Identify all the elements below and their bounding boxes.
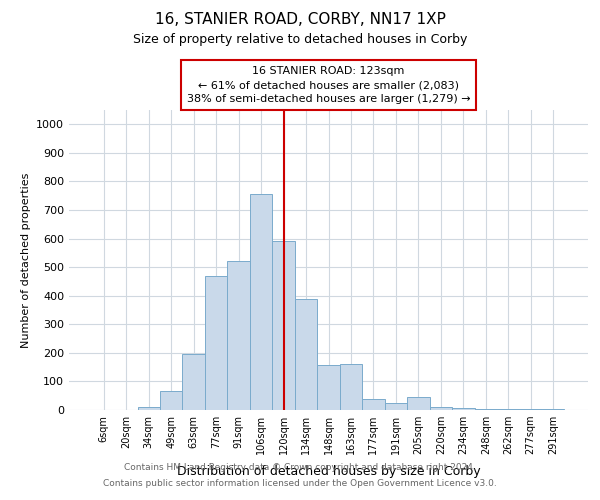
Bar	[250, 194, 272, 410]
Bar	[362, 398, 385, 410]
Bar	[295, 298, 317, 410]
Bar	[430, 407, 452, 410]
Bar	[340, 364, 362, 410]
Bar	[272, 242, 295, 410]
Text: 16 STANIER ROAD: 123sqm
← 61% of detached houses are smaller (2,083)
38% of semi: 16 STANIER ROAD: 123sqm ← 61% of detache…	[187, 66, 470, 104]
Bar	[160, 392, 182, 410]
Bar	[497, 408, 520, 410]
Bar	[205, 276, 227, 410]
Text: Contains public sector information licensed under the Open Government Licence v3: Contains public sector information licen…	[103, 478, 497, 488]
Bar	[475, 408, 497, 410]
Bar	[385, 403, 407, 410]
Bar	[317, 365, 340, 410]
Text: 16, STANIER ROAD, CORBY, NN17 1XP: 16, STANIER ROAD, CORBY, NN17 1XP	[155, 12, 445, 28]
Bar	[542, 408, 565, 410]
Text: Contains HM Land Registry data © Crown copyright and database right 2024.: Contains HM Land Registry data © Crown c…	[124, 464, 476, 472]
Bar	[137, 407, 160, 410]
X-axis label: Distribution of detached houses by size in Corby: Distribution of detached houses by size …	[176, 466, 481, 478]
Bar	[520, 408, 542, 410]
Text: Size of property relative to detached houses in Corby: Size of property relative to detached ho…	[133, 32, 467, 46]
Bar	[407, 397, 430, 410]
Bar	[452, 408, 475, 410]
Bar	[182, 354, 205, 410]
Y-axis label: Number of detached properties: Number of detached properties	[20, 172, 31, 348]
Bar	[227, 262, 250, 410]
